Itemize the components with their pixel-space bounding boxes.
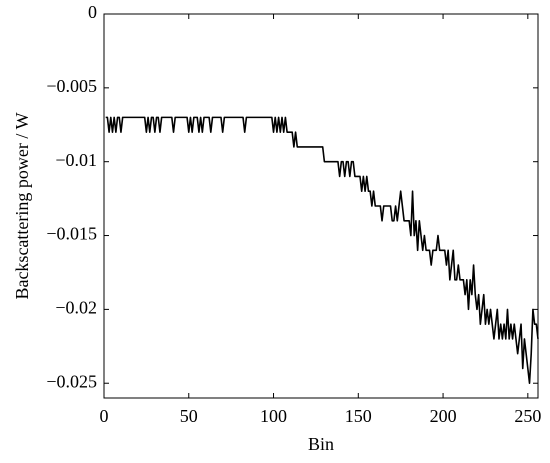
y-tick-label: −0.01 [55,150,97,170]
x-axis-label: Bin [308,434,334,454]
plot-frame [103,13,539,399]
x-tick-label: 0 [100,406,109,426]
y-tick-label: −0.02 [55,298,97,318]
x-tick-label: 50 [180,406,198,426]
x-tick-label: 200 [430,406,457,426]
x-tick-label: 100 [260,406,287,426]
x-tick-label: 150 [345,406,372,426]
y-tick-label: −0.005 [46,76,97,96]
y-tick-label: 0 [88,2,97,22]
data-line [105,116,539,385]
y-tick-label: −0.015 [46,224,97,244]
y-axis-label: Backscattering power / W [12,112,32,299]
x-tick-label: 250 [514,406,541,426]
y-tick-label: −0.025 [46,371,97,391]
